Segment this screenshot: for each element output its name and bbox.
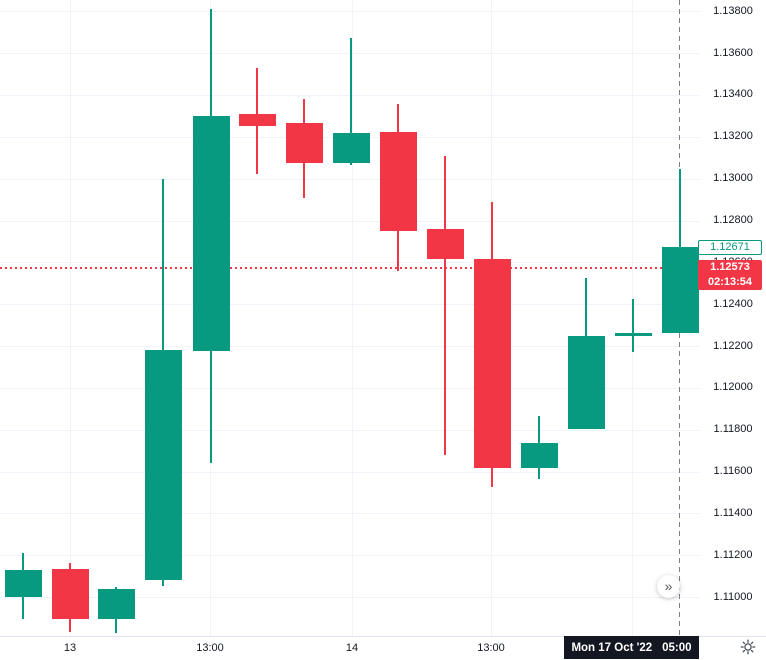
price-tick-label: 1.13000 (713, 172, 753, 185)
double-chevron-right-icon: » (664, 578, 673, 594)
price-tick-label: 1.11400 (713, 506, 753, 519)
scroll-to-realtime-button[interactable]: » (657, 575, 680, 598)
last-price-dotted-line (0, 266, 700, 269)
price-tick-label: 1.13600 (713, 46, 753, 59)
candle-body (5, 570, 42, 598)
v-gridline (352, 0, 353, 636)
time-tick-label: 14 (345, 642, 359, 654)
h-gridline (0, 304, 700, 306)
price-tick-label: 1.11800 (713, 423, 753, 436)
time-tick-label: 13:00 (196, 642, 224, 654)
last-price-label: 1.12671 (698, 240, 762, 255)
candle-wick (632, 298, 634, 353)
time-tick-label: 13:00 (477, 642, 505, 654)
price-tick-label: 1.13400 (713, 88, 753, 101)
countdown-price-label: 1.12573 02:13:54 (698, 260, 762, 290)
h-gridline (0, 513, 700, 515)
price-tick-label: 1.13200 (713, 130, 753, 143)
h-gridline (0, 429, 700, 431)
current-bar-time-badge: Mon 17 Oct '22 05:00 (564, 636, 699, 659)
price-tick-label: 1.11000 (713, 590, 753, 603)
badge-date: Mon 17 Oct '22 (571, 641, 653, 654)
candle-body (474, 258, 511, 468)
v-gridline (70, 0, 71, 636)
h-gridline (0, 346, 700, 348)
candle-body (98, 588, 135, 620)
candle-wick (444, 156, 446, 456)
candle-body (239, 114, 276, 126)
candle-body (286, 123, 323, 163)
price-tick-label: 1.12000 (713, 381, 753, 394)
h-gridline (0, 178, 700, 180)
candle-body (521, 442, 558, 468)
price-axis[interactable]: 1.13800 1.13600 1.13400 1.13200 1.13000 1.128… (700, 0, 766, 636)
price-tick-label: 1.12200 (713, 339, 753, 352)
price-tick-label: 1.12800 (713, 214, 753, 226)
candle-body (52, 569, 89, 620)
price-tick-label: 1.11600 (713, 465, 753, 478)
candle-body (615, 333, 652, 337)
bar-close-countdown: 02:13:54 (707, 276, 753, 288)
countdown-price-value: 1.12573 (710, 261, 750, 273)
h-gridline (0, 220, 700, 222)
h-gridline (0, 555, 700, 557)
price-tick-label: 1.12400 (713, 297, 753, 310)
h-gridline (0, 471, 700, 473)
candle-body (427, 229, 464, 259)
candle-body (568, 335, 605, 429)
candle-body (145, 350, 182, 580)
h-gridline (0, 11, 700, 13)
chart-pane[interactable] (0, 0, 700, 636)
h-gridline (0, 387, 700, 389)
h-gridline (0, 597, 700, 599)
price-tick-label: 1.13800 (713, 4, 753, 17)
axis-settings-gear-icon[interactable] (740, 639, 756, 655)
h-gridline (0, 262, 700, 264)
candle-wick (350, 38, 352, 166)
candle-body (193, 115, 230, 352)
candle-body (380, 132, 417, 231)
time-tick-label: 13 (63, 642, 77, 654)
price-tick-label: 1.11200 (713, 548, 753, 561)
candle-body (662, 247, 699, 334)
badge-time: 05:00 (662, 641, 692, 654)
candle-body (333, 133, 370, 163)
